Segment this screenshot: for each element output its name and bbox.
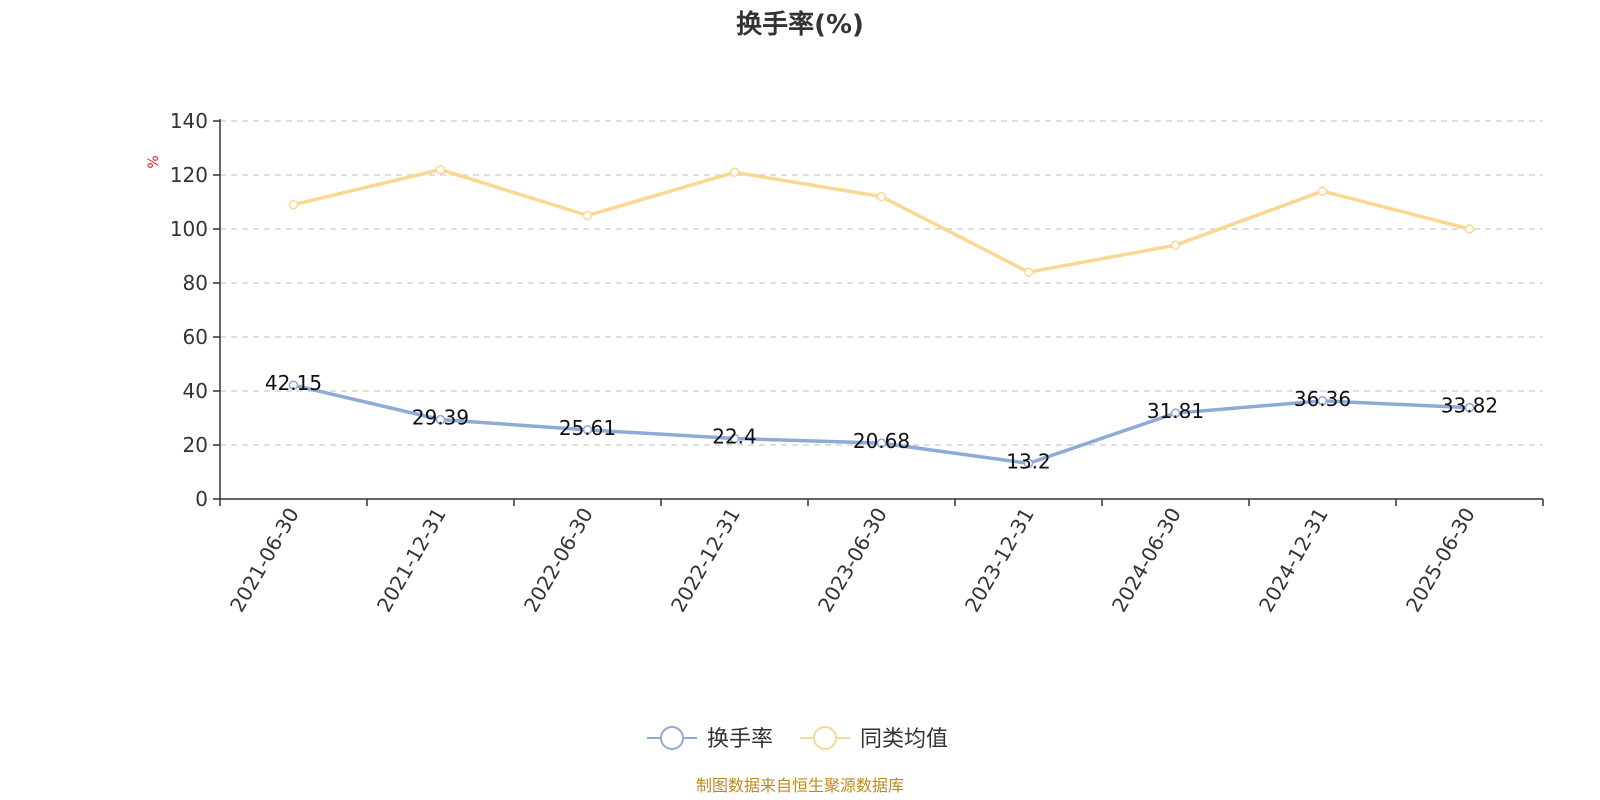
series-1-point [1023,267,1034,277]
legend-label: 换手率 [707,727,773,752]
legend-swatch-marker [813,726,837,750]
series-1-point [1317,186,1328,196]
data-label: 25.61 [559,416,616,440]
series-line-1 [293,167,1470,274]
data-labels: 42.15 29.39 25.61 22.4 20.68 13.2 31.81 36.36 33… [265,371,1498,473]
series-1-point [1464,224,1475,234]
y-tick-label: 100 [170,217,208,241]
data-label: 42.15 [265,371,322,395]
series-0-point [876,438,887,448]
series-1-point [876,191,887,202]
x-tick-label: 2021-06-30 [225,504,304,617]
series-1-point [435,164,446,175]
y-tick-label: 20 [183,433,208,457]
series-0-point [288,380,299,390]
data-label: 22.4 [712,425,757,449]
x-tick-label: 2023-06-30 [813,504,892,617]
x-tick-label: 2022-12-31 [666,504,745,617]
legend-swatch-marker [660,726,684,750]
legend-item-1[interactable]: 同类均值 [800,726,948,752]
y-tick-label: 40 [183,379,208,403]
series-1-point [288,199,299,210]
data-label: 20.68 [853,429,910,453]
x-tick-label: 2023-12-31 [960,504,1039,617]
series-0-point [729,433,740,444]
data-label: 33.82 [1441,394,1498,418]
legend-label: 同类均值 [860,727,948,752]
series-0-point [435,414,446,425]
legend[interactable]: 换手率 同类均值 [647,726,948,752]
x-tick-label: 2025-06-30 [1401,504,1480,617]
y-tick-label: 60 [183,325,208,349]
series-0-point [1317,396,1328,406]
series-0-point [1464,402,1475,413]
series-0-point [582,425,593,435]
series-0-point [1170,408,1181,418]
series-1-point [1170,240,1181,250]
legend-item-0[interactable]: 换手率 [647,726,773,752]
y-tick-label: 80 [183,271,208,295]
y-tick-label: 0 [195,487,208,511]
x-tick-label: 2024-06-30 [1107,504,1186,617]
x-tick-label: 2022-06-30 [519,504,598,617]
y-tick-label: 120 [170,163,208,187]
grid-lines [220,120,1543,446]
series-1-point [582,210,593,221]
data-label: 13.2 [1006,449,1051,473]
series-1-point [729,167,740,178]
data-label: 29.39 [412,406,469,430]
y-axis-unit: % [146,155,162,168]
x-tick-label: 2024-12-31 [1254,504,1333,617]
source-note: 制图数据来自恒生聚源数据库 [696,776,904,795]
series-lines [288,164,1475,469]
y-tick-label: 140 [170,109,208,133]
x-tick-label: 2021-12-31 [372,504,451,617]
data-label: 36.36 [1294,387,1351,411]
chart-title: 换手率(%) [736,9,864,40]
series-0-point [1023,458,1034,469]
data-label: 31.81 [1147,399,1204,423]
